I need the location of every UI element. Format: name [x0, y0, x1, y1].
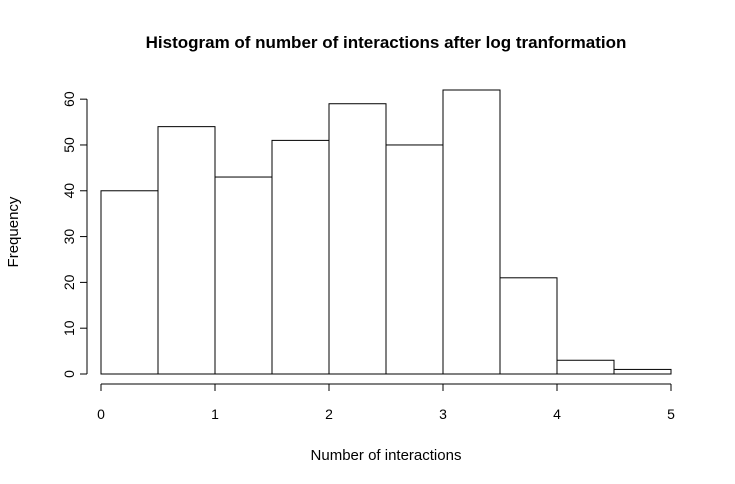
y-tick-label: 0 [61, 370, 77, 378]
histogram-bar [271, 139, 330, 375]
histogram-bar [613, 368, 672, 375]
y-tick-label: 60 [61, 91, 77, 107]
histogram-bar [385, 144, 444, 375]
y-tick-label: 50 [61, 137, 77, 153]
x-axis-label: Number of interactions [311, 447, 462, 464]
y-axis-label: Frequency [5, 196, 22, 267]
y-tick-label: 10 [61, 320, 77, 336]
histogram-bar [499, 277, 558, 375]
x-tick-label: 1 [211, 406, 219, 422]
x-axis: 0 1 2 3 4 5 [97, 383, 675, 422]
histogram-bar [157, 126, 216, 375]
histogram-bar [328, 103, 387, 375]
x-tick-label: 2 [325, 406, 333, 422]
bars-group [100, 89, 672, 375]
histogram-bar [214, 176, 273, 375]
histogram-bar [100, 190, 159, 375]
y-tick-label: 20 [61, 274, 77, 290]
x-tick-label: 4 [553, 406, 561, 422]
x-tick-label: 5 [667, 406, 675, 422]
y-tick-label: 40 [61, 183, 77, 199]
y-axis: 0 10 20 30 40 50 60 [61, 91, 88, 378]
histogram-bar [442, 89, 501, 375]
x-tick-label: 3 [439, 406, 447, 422]
y-tick-label: 30 [61, 229, 77, 245]
x-tick-label: 0 [97, 406, 105, 422]
histogram-bar [556, 359, 615, 375]
chart-title: Histogram of number of interactions afte… [146, 33, 627, 52]
